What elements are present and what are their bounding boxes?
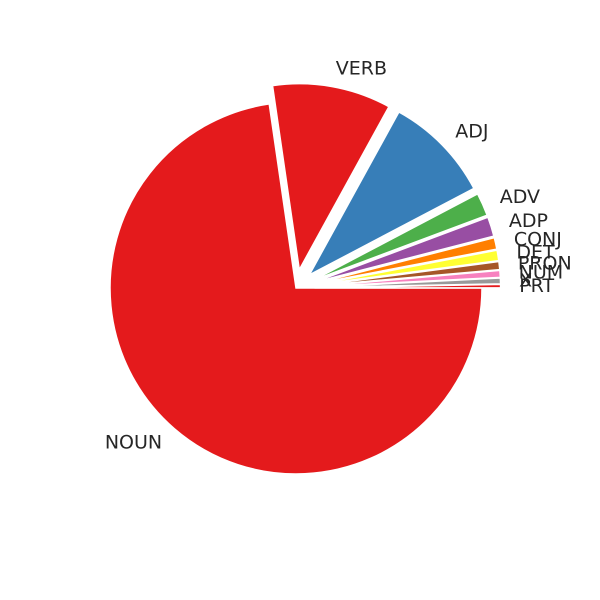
pie-slice-noun xyxy=(109,103,483,475)
pie-label-adj: ADJ xyxy=(455,121,488,143)
pie-slice-adj xyxy=(307,110,475,277)
pie-slice-det xyxy=(314,249,500,286)
pie-label-verb: VERB xyxy=(336,57,387,79)
slices-group xyxy=(109,83,502,475)
pie-label-prt: PRT xyxy=(519,275,554,297)
pie-label-det: DET xyxy=(516,241,555,263)
pie-label-pron: PRON xyxy=(518,253,572,275)
pie-label-noun: NOUN xyxy=(105,432,162,454)
pie-slice-adv xyxy=(312,192,489,282)
pie-label-adv: ADV xyxy=(500,186,540,208)
pie-slice-conj xyxy=(313,236,498,285)
pie-label-x: X xyxy=(519,269,532,291)
pie-slice-prt xyxy=(314,283,502,289)
pie-label-num: NUM xyxy=(519,262,564,284)
pie-slice-verb xyxy=(271,83,390,273)
pie-slice-adp xyxy=(313,216,495,284)
pie-slice-pron xyxy=(314,260,501,287)
pie-label-adp: ADP xyxy=(509,210,548,232)
pie-label-conj: CONJ xyxy=(514,228,562,250)
